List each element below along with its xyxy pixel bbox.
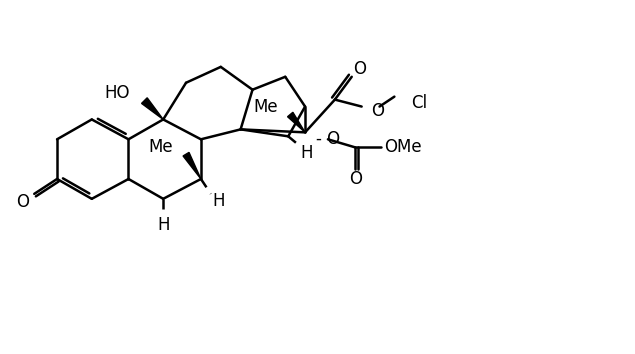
Text: OMe: OMe [384,138,422,156]
Text: O: O [16,193,29,211]
Polygon shape [183,152,201,179]
Text: Me: Me [149,138,173,156]
Text: Cl: Cl [411,93,427,112]
Text: HO: HO [104,84,130,102]
Polygon shape [142,98,163,119]
Text: - O: - O [316,130,340,148]
Text: O: O [371,102,385,120]
Text: H: H [301,144,313,162]
Text: O: O [353,60,366,78]
Polygon shape [288,112,305,132]
Text: Me: Me [254,98,278,115]
Text: H: H [213,192,225,210]
Text: H: H [157,216,170,234]
Text: O: O [349,170,362,188]
